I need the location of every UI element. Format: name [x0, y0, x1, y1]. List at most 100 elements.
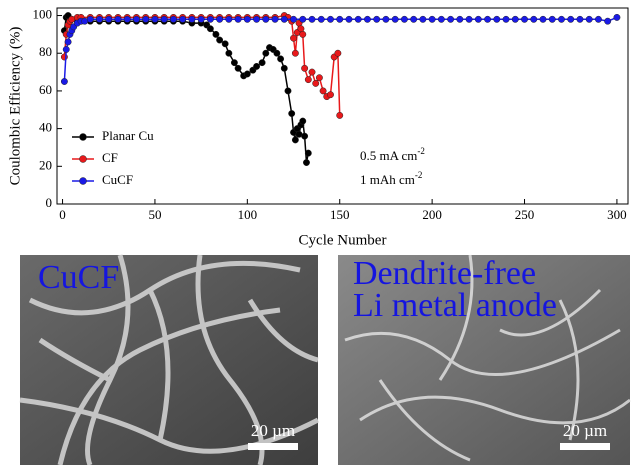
y-tick-label: 20	[39, 157, 52, 172]
data-point	[198, 16, 204, 22]
y-tick-label: 80	[39, 44, 52, 59]
data-point	[222, 41, 228, 47]
data-point	[226, 16, 232, 22]
data-point	[337, 112, 343, 118]
series-line	[64, 17, 617, 81]
data-point	[346, 16, 352, 22]
legend-marker	[80, 134, 87, 141]
data-point	[216, 16, 222, 22]
data-point	[235, 16, 241, 22]
data-point	[595, 16, 601, 22]
data-point	[355, 16, 361, 22]
legend-label: CF	[102, 150, 118, 165]
scale-bar	[248, 443, 298, 450]
scale-bar	[560, 443, 610, 450]
data-point	[475, 16, 481, 22]
data-point	[494, 16, 500, 22]
data-point	[87, 16, 93, 22]
data-point	[288, 110, 294, 116]
data-point	[512, 16, 518, 22]
data-point	[320, 88, 326, 94]
data-point	[274, 50, 280, 56]
data-point	[290, 35, 296, 41]
data-point	[253, 16, 259, 22]
data-point	[484, 16, 490, 22]
data-point	[364, 16, 370, 22]
data-point	[292, 137, 298, 143]
legend-marker	[80, 178, 87, 185]
y-tick-label: 40	[39, 120, 52, 135]
data-point	[292, 50, 298, 56]
series-line	[64, 16, 308, 163]
x-tick-label: 250	[515, 207, 535, 222]
data-point	[96, 16, 102, 22]
data-point	[373, 16, 379, 22]
data-point	[161, 16, 167, 22]
y-tick-label: 0	[46, 195, 53, 210]
data-point	[438, 16, 444, 22]
data-point	[133, 16, 139, 22]
data-point	[337, 16, 343, 22]
x-tick-label: 300	[607, 207, 627, 222]
data-point	[614, 14, 620, 20]
x-tick-label: 50	[148, 207, 161, 222]
data-point	[207, 26, 213, 32]
figure: 020406080100050100150200250300Cycle Numb…	[0, 0, 631, 465]
data-point	[303, 159, 309, 165]
data-point	[189, 16, 195, 22]
legend-marker	[80, 156, 87, 163]
data-point	[263, 50, 269, 56]
data-point	[285, 88, 291, 94]
data-point	[170, 16, 176, 22]
data-point	[305, 150, 311, 156]
data-point	[457, 16, 463, 22]
data-point	[277, 56, 283, 62]
data-point	[216, 37, 222, 43]
data-point	[106, 16, 112, 22]
x-tick-label: 150	[330, 207, 350, 222]
data-point	[207, 16, 213, 22]
data-point	[226, 50, 232, 56]
data-point	[410, 16, 416, 22]
data-point	[124, 16, 130, 22]
y-tick-label: 100	[33, 7, 53, 22]
data-point	[401, 16, 407, 22]
annotation-text: 0.5 mA cm	[360, 148, 417, 163]
y-axis-label: Coulombic Efficiency (%)	[7, 27, 23, 186]
annotation-text: 1 mAh cm	[360, 172, 415, 187]
data-point	[300, 31, 306, 37]
data-point	[466, 16, 472, 22]
legend-label: Planar Cu	[102, 128, 154, 143]
legend-label: CuCF	[102, 172, 133, 187]
data-point	[558, 16, 564, 22]
x-tick-label: 0	[59, 207, 66, 222]
data-point	[309, 69, 315, 75]
data-point	[604, 18, 610, 24]
data-point	[383, 16, 389, 22]
data-point	[335, 50, 341, 56]
data-point	[142, 16, 148, 22]
data-point	[301, 65, 307, 71]
scale-bar-label: 20 µm	[563, 421, 607, 440]
data-point	[301, 133, 307, 139]
data-point	[281, 16, 287, 22]
data-point	[152, 16, 158, 22]
data-point	[392, 16, 398, 22]
data-point	[300, 118, 306, 124]
data-point	[327, 16, 333, 22]
data-point	[531, 16, 537, 22]
scale-bar-label: 20 µm	[251, 421, 295, 440]
image-caption: CuCF	[38, 259, 119, 296]
data-point	[447, 16, 453, 22]
data-point	[244, 16, 250, 22]
annotation-sup: -2	[417, 146, 425, 156]
chart: 020406080100050100150200250300Cycle Numb…	[7, 7, 628, 249]
data-point	[503, 16, 509, 22]
data-point	[300, 16, 306, 22]
data-point	[213, 31, 219, 37]
x-tick-label: 200	[422, 207, 442, 222]
data-point	[309, 16, 315, 22]
x-tick-label: 100	[238, 207, 258, 222]
data-point	[327, 91, 333, 97]
data-point	[281, 65, 287, 71]
